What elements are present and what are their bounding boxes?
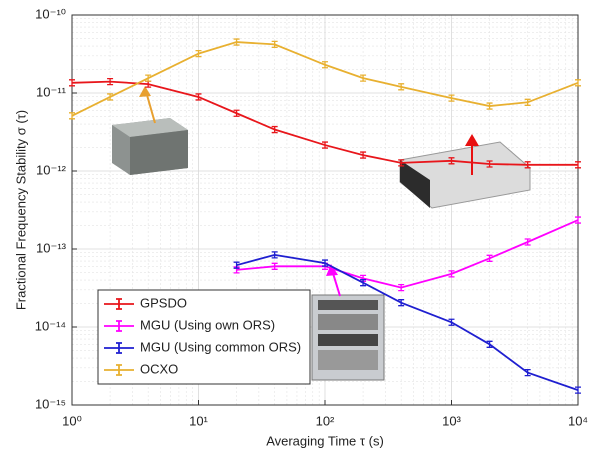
- y-tick-label: 10⁻¹⁴: [35, 318, 66, 333]
- data-point: [486, 160, 493, 168]
- data-point: [575, 161, 581, 169]
- legend-swatch: [104, 342, 134, 354]
- data-point: [322, 61, 328, 69]
- legend-label: MGU (Using own ORS): [140, 317, 275, 332]
- ocxo-photo: [112, 86, 188, 175]
- y-tick-label: 10⁻¹¹: [36, 84, 67, 99]
- data-point: [398, 83, 405, 91]
- legend-box: [97, 289, 311, 385]
- x-tick-label: 10³: [442, 413, 461, 428]
- data-point: [107, 93, 114, 101]
- legend-swatch: [104, 298, 134, 310]
- data-point: [69, 79, 75, 87]
- data-point: [398, 283, 405, 292]
- data-point: [448, 94, 455, 102]
- y-tick-label: 10⁻¹⁰: [35, 6, 66, 21]
- y-axis-label: Fractional Frequency Stability σ (τ): [13, 110, 28, 310]
- data-point: [145, 74, 152, 82]
- data-point: [524, 161, 531, 169]
- data-point: [575, 216, 581, 224]
- x-tick-label: 10¹: [189, 413, 208, 428]
- x-tick-label: 10⁰: [62, 413, 82, 428]
- data-point: [233, 261, 240, 269]
- data-point: [575, 386, 581, 394]
- data-point: [486, 254, 493, 262]
- x-axis-label: Averaging Time τ (s): [266, 433, 384, 448]
- y-tick-label: 10⁻¹⁵: [35, 396, 66, 411]
- data-point: [271, 40, 278, 49]
- data-point: [69, 112, 75, 120]
- data-point: [195, 49, 202, 58]
- legend-swatch: [104, 320, 134, 332]
- legend-label: MGU (Using common ORS): [140, 339, 301, 354]
- data-point: [398, 159, 405, 167]
- data-point: [322, 141, 328, 149]
- data-point: [524, 368, 531, 377]
- data-point: [524, 238, 531, 246]
- data-point: [448, 270, 455, 278]
- gpsdo-photo: [399, 134, 531, 209]
- data-point: [398, 299, 405, 307]
- x-tick-label: 10²: [316, 413, 335, 428]
- x-tick-label: 10⁴: [568, 413, 588, 428]
- data-point: [360, 279, 367, 287]
- data-point: [486, 340, 493, 348]
- data-point: [107, 77, 114, 86]
- data-point: [322, 259, 328, 267]
- legend-label: GPSDO: [140, 295, 187, 310]
- data-point: [233, 38, 240, 46]
- mgu-photo: [311, 264, 385, 381]
- data-point: [271, 125, 278, 134]
- legend-label: OCXO: [140, 361, 178, 376]
- data-point: [360, 74, 367, 82]
- data-point: [448, 157, 455, 165]
- data-point: [271, 262, 278, 270]
- data-point: [195, 93, 202, 101]
- data-point: [486, 102, 493, 110]
- data-point: [360, 151, 367, 159]
- y-tick-label: 10⁻¹²: [36, 162, 67, 177]
- data-point: [448, 318, 455, 326]
- y-tick-label: 10⁻¹³: [36, 240, 67, 255]
- data-point: [271, 251, 278, 259]
- data-point: [524, 98, 531, 106]
- data-point: [233, 109, 240, 117]
- legend-swatch: [104, 364, 134, 376]
- data-point: [575, 79, 581, 87]
